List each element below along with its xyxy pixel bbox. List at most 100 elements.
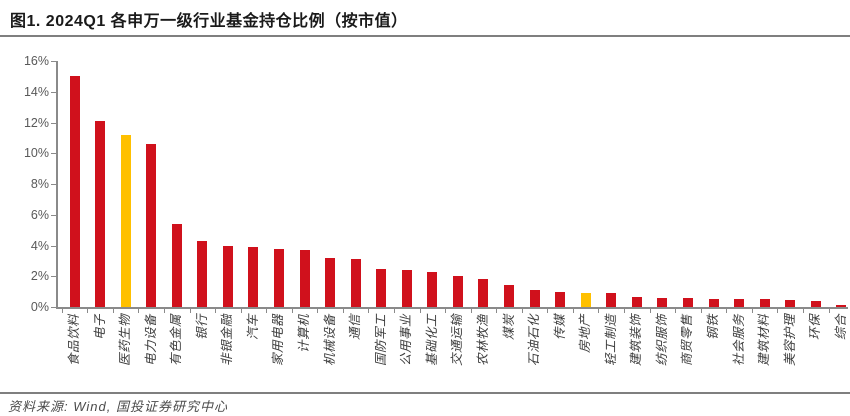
chart-bar [197,240,208,307]
x-axis-label: 国防军工 [373,314,388,367]
chart-bar [299,250,310,307]
chart-bar [248,247,259,307]
chart-bar [452,276,463,307]
x-axis-tick [138,309,140,313]
chart-bar [401,270,412,307]
chart-bar [810,300,821,307]
y-axis-tick [51,184,56,185]
chart-bar [376,268,387,307]
x-axis-label: 汽车 [245,314,260,341]
chart-bar [325,257,336,307]
chart-bar [504,285,515,307]
x-axis-label: 基础化工 [424,314,439,367]
x-axis-label: 煤炭 [501,314,516,341]
x-axis-tick [291,309,293,313]
x-axis-label: 通信 [348,314,363,341]
y-axis-tick [51,214,56,216]
x-axis-label: 石油石化 [527,314,542,367]
y-axis-tick [51,153,56,155]
x-axis-label: 环保 [808,314,823,341]
x-axis-tick [649,309,651,313]
footer-divider [0,392,850,394]
y-axis-label: 10% [23,146,49,161]
chart-bar [708,298,719,307]
x-axis-tick [700,309,702,313]
x-axis-label: 机械设备 [322,314,337,367]
x-axis-line [56,307,848,309]
chart-bar [350,259,361,307]
chart-bar [171,223,182,307]
chart-bar [759,299,770,307]
x-axis-tick [163,309,165,313]
x-axis-tick [419,309,421,313]
x-axis-label: 轻工制造 [603,314,618,367]
x-axis-tick [61,309,63,313]
x-axis-tick [470,309,472,313]
x-axis-tick [496,309,498,313]
x-axis-tick [572,309,574,313]
chart-bar [836,304,847,307]
x-axis-tick [598,309,600,313]
y-axis-label: 12% [23,115,49,130]
chart-bar [682,297,693,307]
y-axis-label: 6% [30,207,49,222]
chart-bar [120,134,131,307]
x-axis-tick [240,309,242,313]
chart-bar [427,271,438,307]
chart-bar [606,293,617,307]
chart-bar [555,291,566,307]
x-axis-label: 传媒 [552,314,567,341]
x-axis-tick [215,309,217,313]
chart-bar [657,297,668,307]
x-axis-tick [624,309,626,313]
x-axis-tick [394,309,395,313]
x-axis-tick [445,309,447,313]
x-axis-tick [368,309,370,313]
y-axis-tick [51,91,56,93]
x-axis-label: 交通运输 [450,314,465,367]
y-axis-tick [51,122,56,124]
chart-bar [273,248,284,307]
x-axis-label: 公用事业 [399,314,414,367]
figure-title: 图1. 2024Q1 各申万一级行业基金持仓比例（按市值） [10,13,408,30]
chart-bar [631,297,642,307]
x-axis-tick [342,309,344,313]
y-axis-tick [51,61,56,62]
x-axis-tick [777,309,779,313]
title-divider [0,35,850,37]
chart-bar [785,300,796,307]
y-axis-tick [51,276,56,278]
chart-bar [69,76,80,307]
x-axis-tick [726,309,728,313]
y-axis-label: 16% [23,54,49,68]
x-axis-label: 建筑装饰 [629,314,644,367]
x-axis-label: 家用电器 [271,314,286,367]
x-axis-tick [317,309,319,313]
chart-bar [529,290,540,307]
x-axis-label: 建筑材料 [757,314,772,367]
x-axis-label: 综合 [833,314,848,341]
y-axis-label: 14% [23,84,49,99]
x-axis-tick [112,309,114,313]
x-axis-tick [828,309,830,313]
x-axis-tick [547,309,549,313]
chart-bar [734,299,745,307]
y-axis-label: 4% [30,238,49,253]
x-axis-tick [675,309,677,313]
chart-bar [580,293,591,307]
x-axis-tick [751,309,753,313]
y-axis-label: 0% [30,300,49,314]
x-axis-label: 房地产 [578,314,593,354]
x-axis-tick [266,309,268,313]
chart-bar [222,245,233,307]
y-axis-label: 2% [30,269,49,284]
x-axis-label: 钢铁 [706,314,720,341]
x-axis-label: 社会服务 [731,314,746,367]
x-axis-tick [802,309,804,313]
x-axis-label: 美容护理 [782,314,797,367]
chart-bar [95,120,106,307]
x-axis-tick [87,309,89,313]
chart-bar [478,279,489,307]
